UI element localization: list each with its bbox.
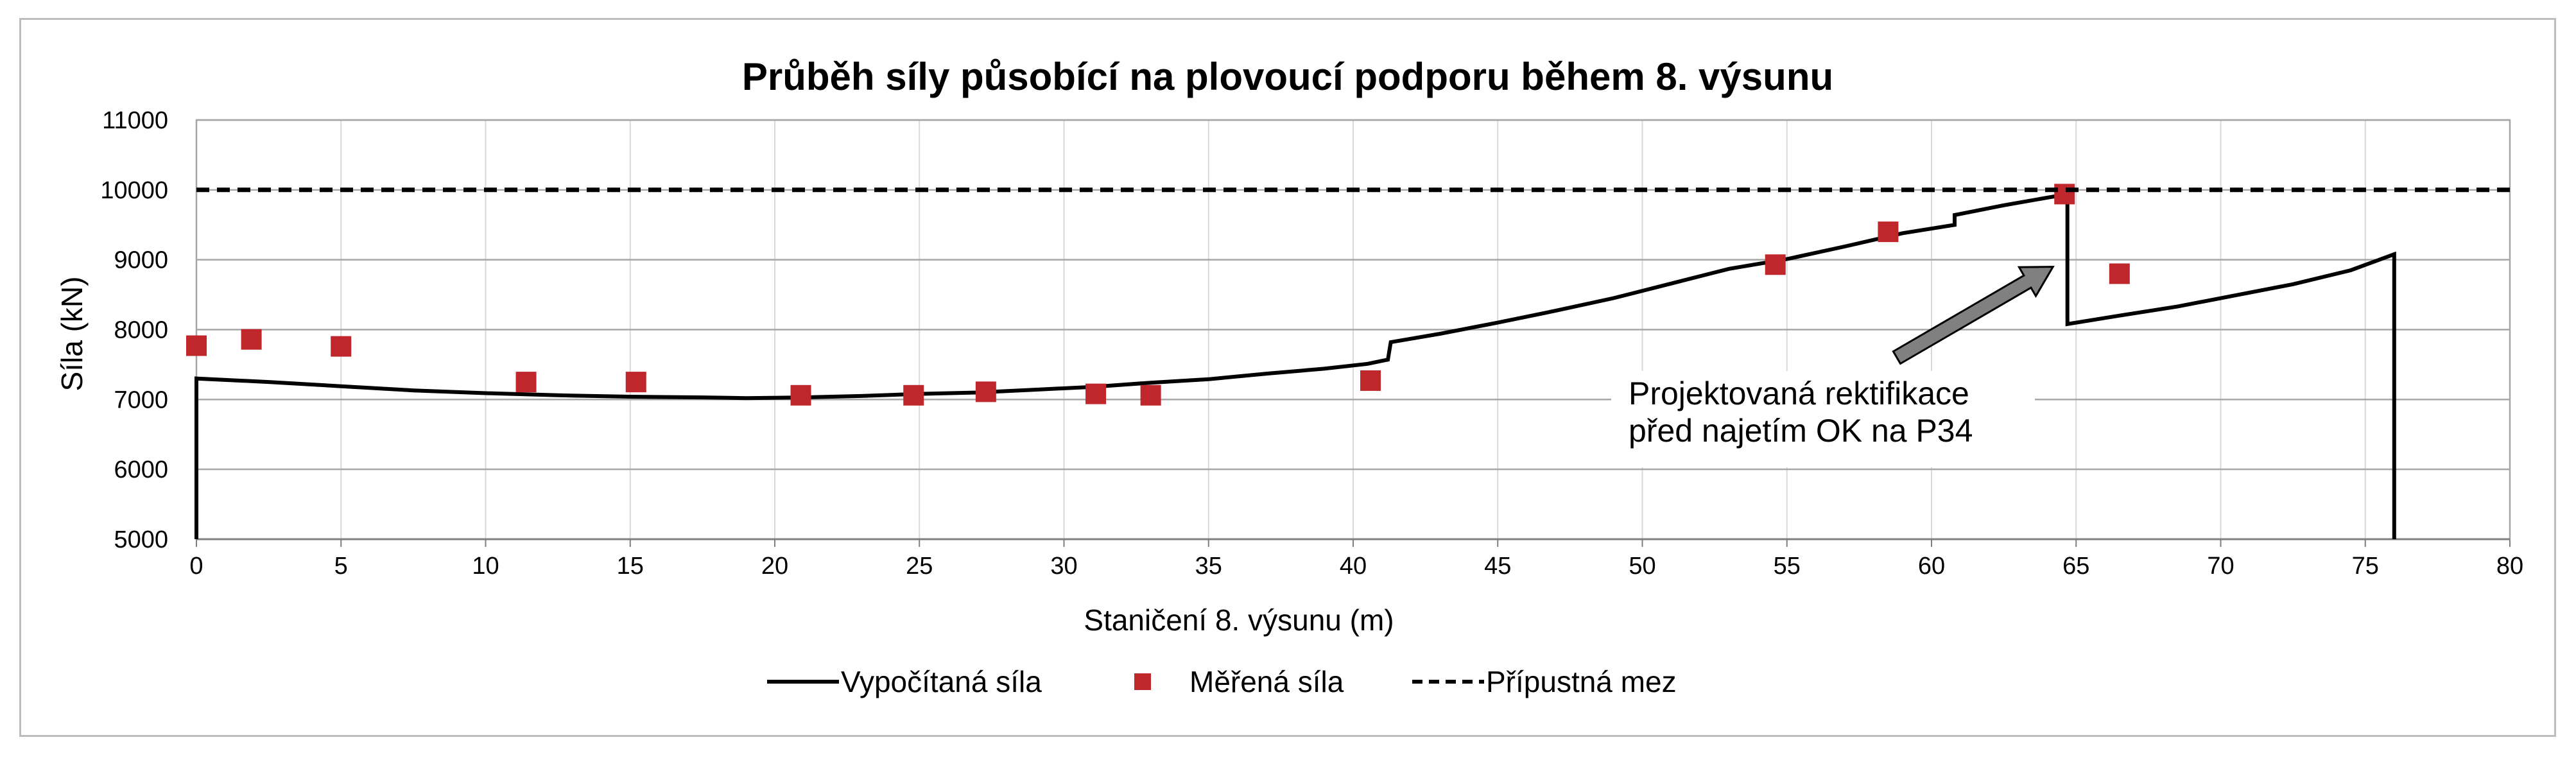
chart-frame xyxy=(19,18,2556,737)
x-tick-label: 45 xyxy=(1484,553,1511,580)
annotation-arrow xyxy=(1892,266,2055,365)
measured-force-point xyxy=(975,381,996,402)
x-axis-title: Staničení 8. výsunu (m) xyxy=(1084,603,1394,637)
x-tick-label: 70 xyxy=(2207,553,2234,580)
measured-force-point xyxy=(1085,383,1107,404)
x-tick-label: 5 xyxy=(334,553,348,580)
annotation-text-line: před najetím OK na P34 xyxy=(1629,413,1973,449)
x-tick-label: 75 xyxy=(2352,553,2379,580)
y-tick-label: 6000 xyxy=(114,456,168,483)
x-tick-label: 55 xyxy=(1774,553,1801,580)
measured-force-point xyxy=(2109,263,2130,284)
measured-force-point xyxy=(1878,221,1899,243)
legend-label: Vypočítaná síla xyxy=(841,665,1042,698)
annotation-text-line: Projektovaná rektifikace xyxy=(1629,376,1969,411)
x-tick-label: 80 xyxy=(2496,553,2523,580)
measured-force-point xyxy=(790,384,811,406)
legend-marker-measured xyxy=(1134,673,1151,690)
x-tick-label: 35 xyxy=(1195,553,1222,580)
measured-force-point xyxy=(331,336,352,357)
y-axis-title: Síla (kN) xyxy=(55,277,89,392)
x-tick-label: 65 xyxy=(2062,553,2089,580)
y-tick-label: 5000 xyxy=(114,526,168,553)
legend-label: Přípustná mez xyxy=(1486,665,1677,698)
series-layer xyxy=(186,184,2510,539)
x-tick-label: 0 xyxy=(189,553,203,580)
measured-force-point xyxy=(1140,384,1161,406)
x-tick-label: 20 xyxy=(761,553,788,580)
chart-title: Průběh síly působící na plovoucí podporu… xyxy=(742,55,1833,98)
grid xyxy=(196,119,2511,540)
legend: Vypočítaná síla Měřená síla Přípustná mez xyxy=(767,665,1677,698)
y-tick-label: 10000 xyxy=(100,177,168,204)
y-tick-label: 7000 xyxy=(114,386,168,413)
measured-force-point xyxy=(515,372,537,393)
measured-force-point xyxy=(186,335,207,356)
x-tick-label: 50 xyxy=(1629,553,1655,580)
x-tick-label: 60 xyxy=(1918,553,1945,580)
measured-force-point xyxy=(903,384,924,406)
x-tick-label: 10 xyxy=(472,553,499,580)
annotation-background xyxy=(1611,371,2035,467)
measured-force-point xyxy=(1360,370,1381,391)
calculated-force-line xyxy=(194,191,2396,539)
y-tick-label: 9000 xyxy=(114,247,168,274)
axes: 0 5 10 15 20 25 30 35 40 45 50 55 60 65 70 75 80 5000 6000… xyxy=(100,107,2523,580)
x-tick-label: 15 xyxy=(617,553,644,580)
x-tick-label: 25 xyxy=(906,553,933,580)
measured-force-point xyxy=(1765,254,1786,275)
x-tick-label: 40 xyxy=(1340,553,1367,580)
measured-force-point xyxy=(625,372,646,393)
y-tick-label: 11000 xyxy=(102,107,168,134)
measured-force-point xyxy=(2054,184,2075,205)
x-tick-label: 30 xyxy=(1050,553,1077,580)
y-tick-label: 8000 xyxy=(114,317,168,344)
measured-force-point xyxy=(241,329,262,350)
legend-label: Měřená síla xyxy=(1189,665,1344,698)
